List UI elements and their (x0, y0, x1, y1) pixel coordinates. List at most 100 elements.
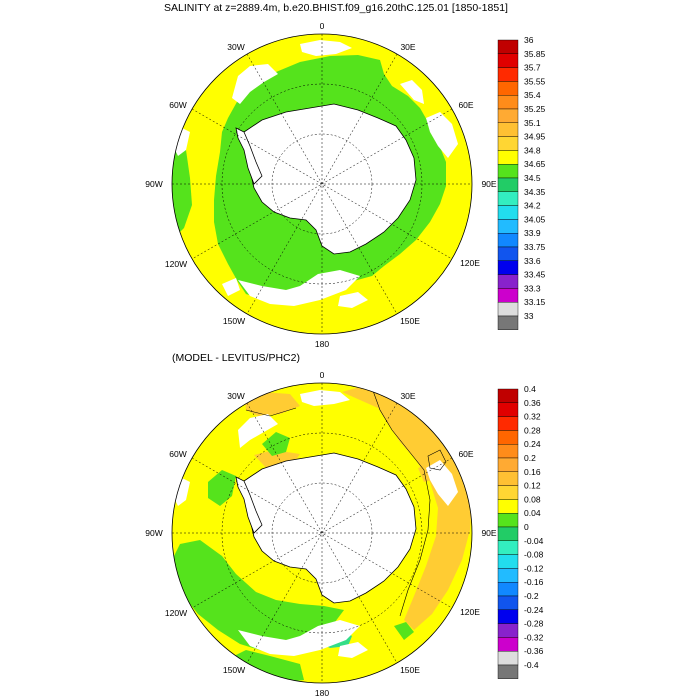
land-patch (238, 620, 360, 656)
colorbar-swatch (497, 232, 519, 248)
lon-label: 120W (165, 259, 187, 269)
colorbar-label: -0.24 (524, 605, 544, 615)
lon-label: 60W (169, 100, 186, 110)
colorbar-swatch (497, 430, 519, 445)
colorbar-swatch (497, 53, 519, 68)
colorbar-swatch (497, 302, 519, 317)
antarctic-peninsula (235, 127, 263, 185)
salinity-colorbar: 36 35.85 35.7 35.55 35.4 35.25 35.1 34.95 34.8 34… (497, 35, 546, 331)
colorbar-label: 0.04 (524, 508, 541, 518)
colorbar-swatch (497, 122, 519, 137)
lon-label: 0 (320, 21, 325, 31)
colorbar-swatch (497, 94, 519, 110)
colorbar-swatch (497, 651, 519, 666)
colorbar-swatch (497, 637, 519, 652)
colorbar-label: 34.2 (524, 201, 541, 211)
colorbar-label: 34.65 (524, 159, 546, 169)
colorbar-swatch (497, 205, 519, 220)
colorbar-label: -0.08 (524, 550, 544, 560)
land-patch (338, 292, 368, 308)
colorbar-swatch (497, 388, 519, 404)
colorbar-label: 0.4 (524, 384, 536, 394)
lon-label: 30E (400, 42, 415, 52)
colorbar-swatch (497, 582, 519, 597)
colorbar-label: -0.32 (524, 632, 544, 642)
salinity-title: SALINITY at z=2889.4m, b.e20.BHIST.f09_g… (164, 2, 508, 14)
difference-map (172, 383, 472, 683)
colorbar-swatch (497, 526, 519, 542)
colorbar-swatch (497, 623, 519, 638)
difference-title: (MODEL - LEVITUS/PHC2) (172, 352, 300, 364)
colorbar-label: 33 (524, 311, 534, 321)
lon-label: 30E (400, 391, 415, 401)
lon-label: 150E (400, 665, 420, 675)
colorbar-swatch (497, 163, 519, 179)
green-region (172, 140, 192, 240)
lon-label: 150W (223, 665, 245, 675)
colorbar-label: 33.3 (524, 283, 541, 293)
colorbar-label: 33.75 (524, 242, 546, 252)
colorbar-swatch (497, 499, 519, 514)
difference-panel: (MODEL - LEVITUS/PHC2) (145, 352, 543, 698)
graticule (172, 383, 472, 683)
colorbar-label: 35.55 (524, 76, 546, 86)
lon-label: 90W (145, 528, 162, 538)
colorbar-label: 36 (524, 35, 534, 45)
colorbar-swatch (497, 67, 519, 82)
colorbar-swatch (497, 402, 519, 417)
colorbar-label: 33.15 (524, 297, 546, 307)
lon-label: 120W (165, 608, 187, 618)
salinity-map (172, 34, 472, 334)
colorbar-swatch (497, 513, 519, 528)
colorbar-label: 0.28 (524, 425, 541, 435)
colorbar-label: -0.12 (524, 563, 544, 573)
green-region (394, 622, 414, 640)
land-patch (338, 642, 368, 658)
land-patch (238, 414, 278, 448)
colorbar-label: 0.08 (524, 494, 541, 504)
colorbar-swatch (497, 191, 519, 206)
colorbar-label: -0.04 (524, 536, 544, 546)
colorbar-swatch (497, 246, 519, 262)
colorbar-label: -0.4 (524, 660, 539, 670)
colorbar-swatch (497, 664, 519, 680)
colorbar-swatch (497, 108, 519, 124)
colorbar-label: 0.2 (524, 453, 536, 463)
graticule (172, 34, 472, 334)
contour-lines (245, 387, 447, 617)
lon-label: 150E (400, 316, 420, 326)
colorbar-label: 35.85 (524, 49, 546, 59)
land-patch (300, 40, 352, 56)
lon-label: 60E (458, 449, 473, 459)
colorbar-label: -0.16 (524, 577, 544, 587)
antarctica (243, 103, 417, 255)
colorbar-label: 0.12 (524, 481, 541, 491)
lon-label: 30W (227, 391, 244, 401)
colorbar-label: 35.4 (524, 90, 541, 100)
colorbar-label: 34.8 (524, 145, 541, 155)
colorbar-swatch (497, 554, 519, 569)
lon-label: 60E (458, 100, 473, 110)
colorbar-swatch (497, 136, 519, 151)
colorbar-swatch (497, 81, 519, 96)
colorbar-swatch (497, 260, 519, 275)
orange-region (342, 384, 472, 630)
lon-label: 30W (227, 42, 244, 52)
colorbar-label: 34.5 (524, 173, 541, 183)
lon-label: 180 (315, 339, 329, 349)
lon-label: 0 (320, 370, 325, 380)
salinity-panel: SALINITY at z=2889.4m, b.e20.BHIST.f09_g… (145, 2, 545, 349)
lon-label: 120E (460, 607, 480, 617)
colorbar-swatch (497, 219, 519, 234)
colorbar-swatch (497, 274, 519, 289)
lon-label: 90E (481, 179, 496, 189)
colorbar-swatch (497, 150, 519, 165)
lon-label: 60W (169, 449, 186, 459)
land-patch (172, 478, 190, 506)
colorbar-swatch (497, 609, 519, 624)
green-region (172, 540, 344, 652)
colorbar-swatch (497, 315, 519, 331)
colorbar-label: -0.28 (524, 619, 544, 629)
map-border (171, 33, 473, 335)
